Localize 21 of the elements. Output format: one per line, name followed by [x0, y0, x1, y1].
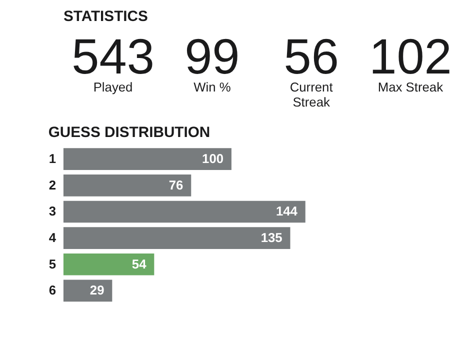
- bar: [63, 174, 192, 196]
- y-tick-label: 2: [48, 177, 56, 192]
- y-tick-label: 6: [48, 282, 56, 298]
- category-label: Current Streak: [290, 80, 334, 110]
- y-tick-label: 4: [48, 230, 57, 246]
- data-label: 54: [132, 256, 148, 272]
- text: STATISTICS: [63, 9, 148, 26]
- data-label: 144: [276, 204, 298, 219]
- data-label: 100: [202, 151, 224, 166]
- bar: [63, 148, 232, 170]
- bar: [63, 227, 290, 249]
- bar: [63, 253, 154, 276]
- data-label: 29: [90, 282, 104, 298]
- y-tick-label: 1: [48, 151, 56, 166]
- y-tick-label: 5: [48, 256, 56, 272]
- data-label: 135: [260, 230, 282, 246]
- chart-title: GUESS DISTRIBUTION: [48, 125, 210, 142]
- bar: [63, 280, 112, 302]
- bar: [63, 200, 306, 223]
- y-tick-label: 3: [48, 204, 56, 219]
- data-label: 76: [168, 177, 184, 192]
